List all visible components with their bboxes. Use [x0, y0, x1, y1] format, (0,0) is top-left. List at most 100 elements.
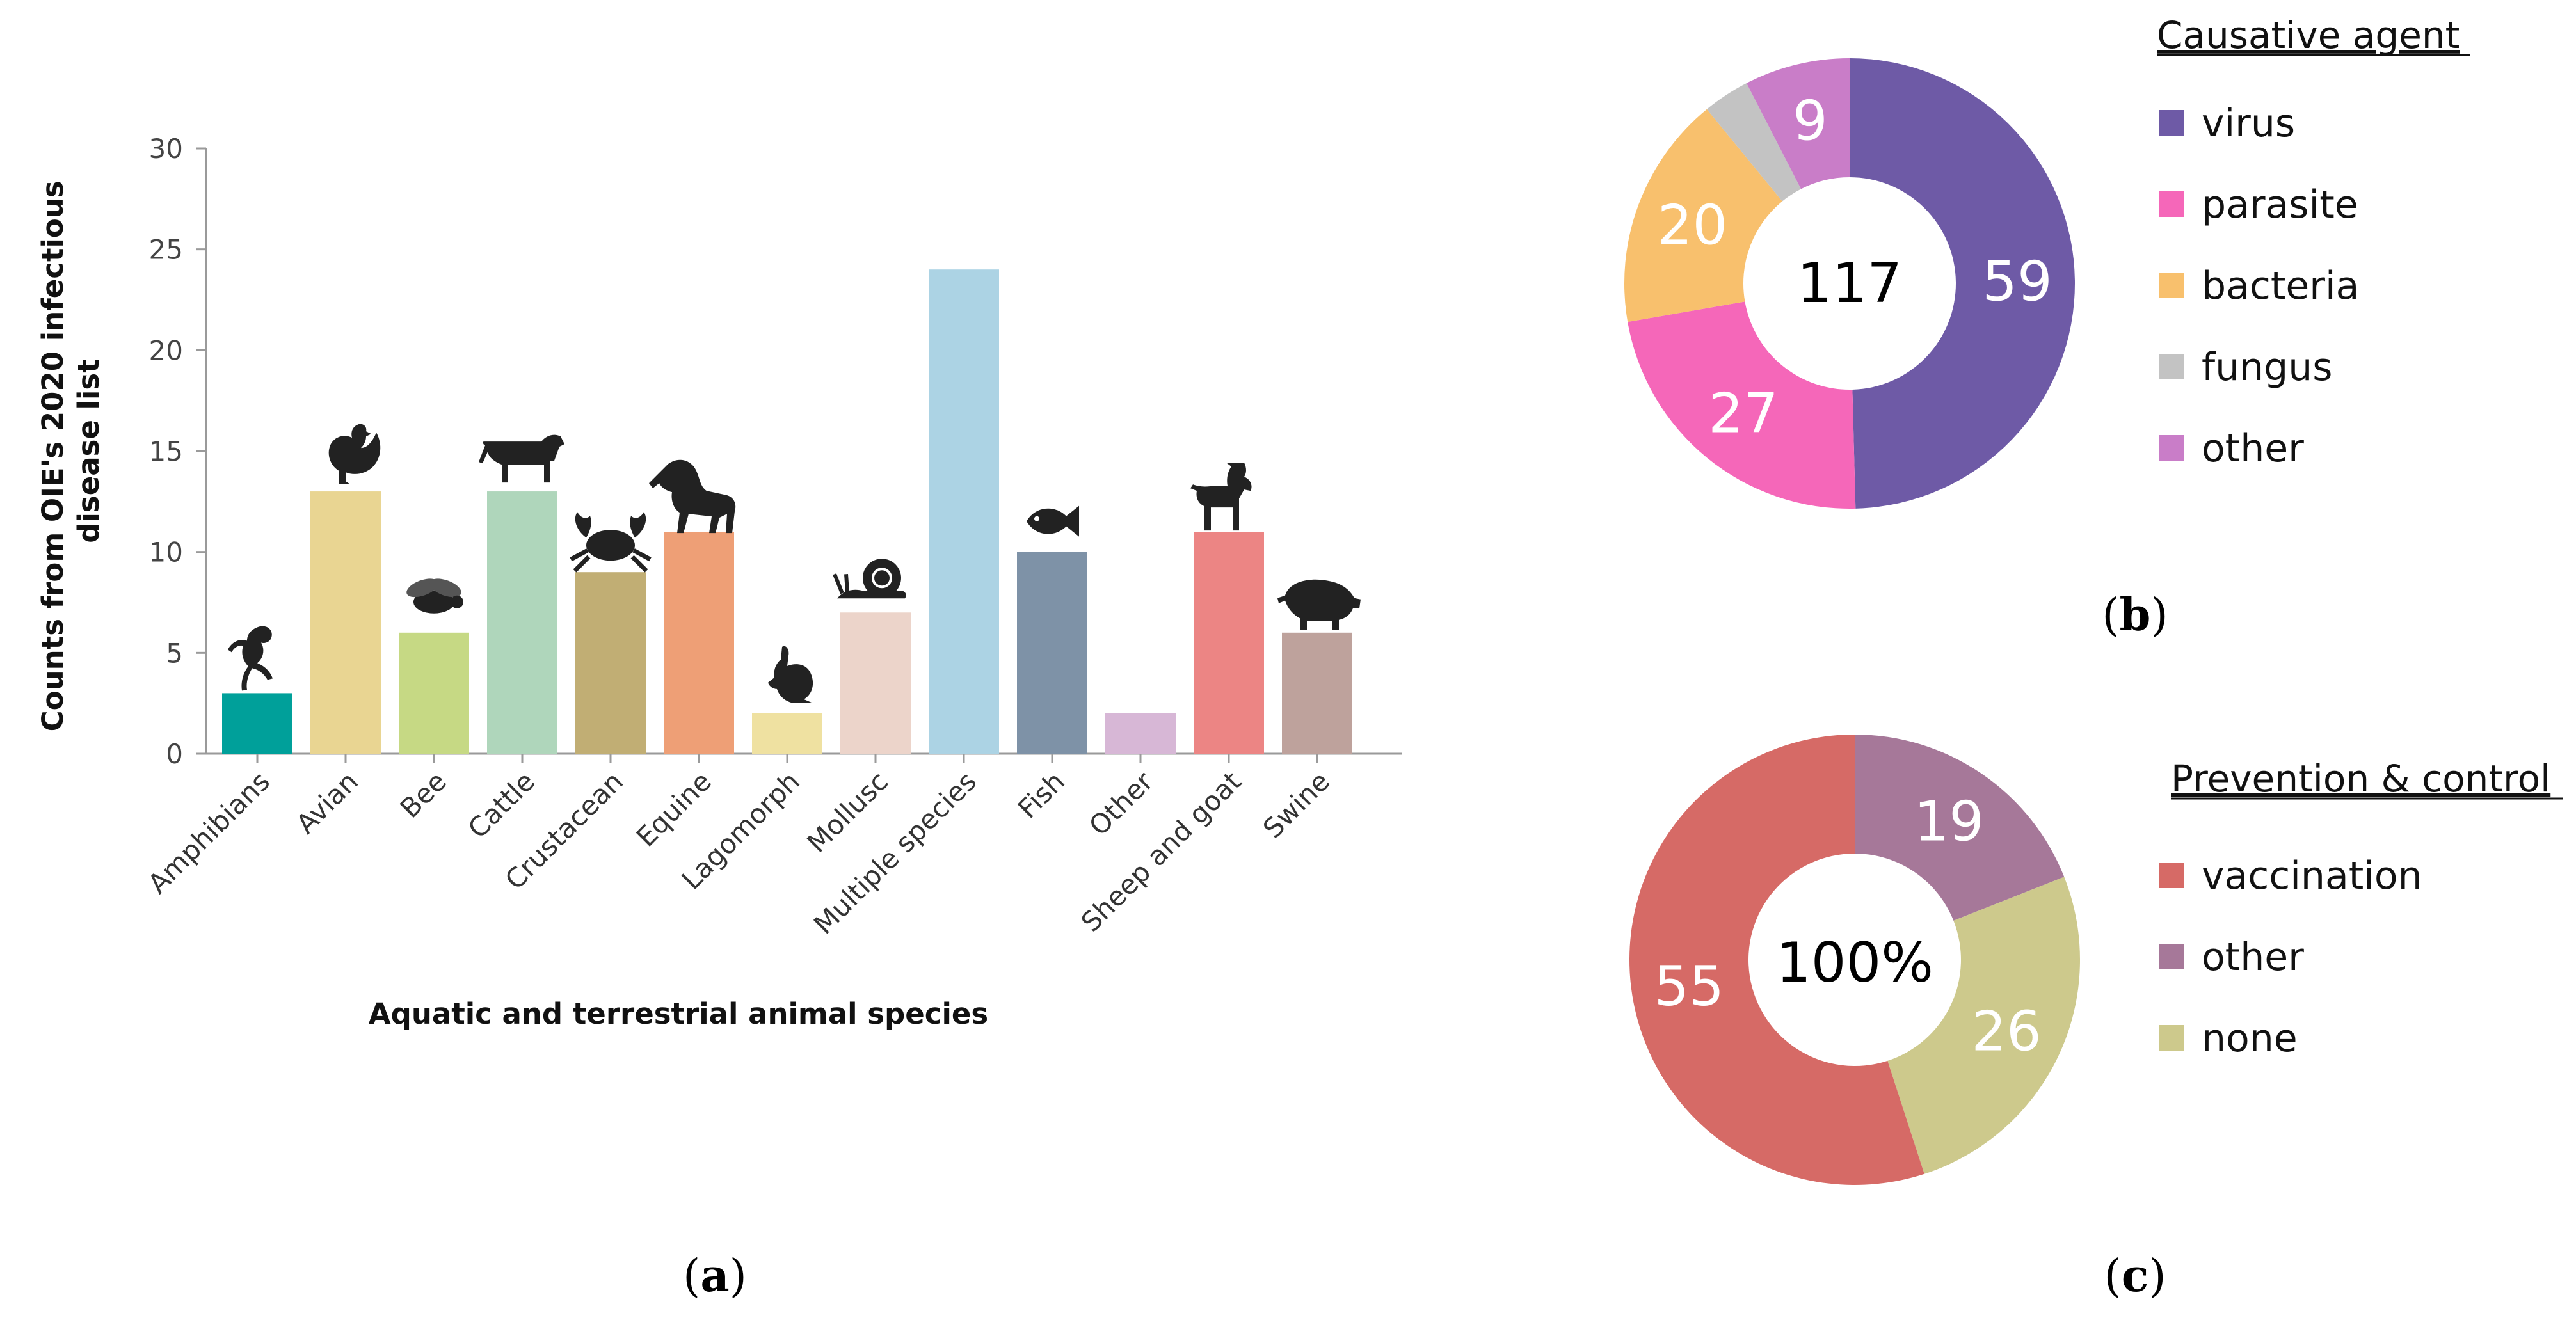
- x-tick-label-bee: Bee: [394, 765, 453, 824]
- y-axis-title-line-1: Counts from OIE's 2020 infectious: [36, 180, 70, 731]
- legend-b-swatch-parasite: [2159, 191, 2184, 217]
- legend-b-item-group: virus parasite bacteria fungus other: [2159, 101, 2359, 471]
- bar-crustacean: [575, 572, 646, 754]
- x-tick-label-other: Other: [1083, 765, 1159, 841]
- y-tick-label: 20: [149, 335, 183, 366]
- horse-icon: [649, 459, 736, 534]
- legend-c-label-none: none: [2202, 1016, 2298, 1061]
- bar-sheep-and-goat: [1194, 532, 1264, 754]
- legend-c-item-group: vaccination other none: [2159, 854, 2422, 1061]
- slice-value-virus: 59: [1982, 250, 2052, 314]
- slice-value-other: 9: [1793, 89, 1828, 153]
- prevention-control-legend: Prevention & control vaccination other non…: [2159, 757, 2563, 1061]
- bee-icon: [404, 575, 464, 614]
- animal-icon-group: [228, 424, 1361, 703]
- panel-label-a-close: ): [730, 1250, 747, 1302]
- x-tick-label-equine: Equine: [630, 765, 717, 852]
- slice-virus: [1850, 58, 2075, 509]
- y-tick-label: 10: [149, 537, 183, 568]
- legend-c-swatch-none: [2159, 1025, 2184, 1051]
- panel-label-b: (b): [2102, 588, 2168, 641]
- y-tick-group: 0 5 10 15 20 25 30: [149, 133, 206, 770]
- y-tick-label: 30: [149, 133, 183, 164]
- donut-c-slice-group: [1629, 735, 2080, 1185]
- legend-b-label-bacteria: bacteria: [2202, 264, 2359, 308]
- legend-b-swatch-other: [2159, 435, 2184, 461]
- y-axis-title-line-2: disease list: [72, 359, 106, 543]
- goat-icon: [1190, 463, 1252, 531]
- y-tick-label: 15: [149, 436, 183, 467]
- donut-b-label-group: 59 27 20 9: [1658, 89, 2052, 445]
- x-tick-label-cattle: Cattle: [462, 765, 541, 844]
- legend-c-label-other: other: [2202, 935, 2304, 980]
- cow-icon: [479, 434, 564, 483]
- slice-value-vaccination: 55: [1654, 955, 1724, 1019]
- chicken-icon: [328, 424, 381, 484]
- bar-multiple-species: [929, 269, 999, 754]
- rabbit-icon: [768, 646, 813, 703]
- slice-value-bacteria: 20: [1658, 194, 1727, 258]
- panel-label-c-close: ): [2148, 1250, 2166, 1302]
- donut-b-center-label: 117: [1797, 251, 1902, 315]
- panel-label-b-close: ): [2150, 589, 2168, 641]
- slice-other: [1746, 58, 1850, 189]
- causative-agent-legend: Causative agent virus parasite bacteria fun…: [2157, 13, 2470, 471]
- frog-icon: [228, 626, 273, 691]
- bar-other: [1105, 713, 1176, 754]
- panel-label-c-letter: c: [2122, 1249, 2149, 1302]
- snail-icon: [835, 559, 906, 598]
- legend-b-swatch-bacteria: [2159, 273, 2184, 298]
- slice-value-parasite: 27: [1708, 382, 1778, 446]
- bar-bee: [399, 632, 469, 754]
- bar-mollusc: [840, 612, 911, 754]
- bar-cattle: [487, 491, 557, 754]
- slice-value-other: 19: [1914, 790, 1984, 854]
- donut-c-center-label: 100%: [1776, 931, 1933, 995]
- y-tick-label: 0: [166, 738, 183, 770]
- legend-c-swatch-vaccination: [2159, 863, 2184, 888]
- donut-c-label-group: 19 26 55: [1654, 790, 2042, 1063]
- panel-label-c-open: (: [2104, 1250, 2121, 1302]
- legend-b-label-parasite: parasite: [2202, 182, 2358, 227]
- slice-fungus: [1706, 83, 1802, 202]
- slice-bacteria: [1624, 109, 1782, 322]
- x-tick-label-mollusc: Mollusc: [801, 765, 894, 859]
- legend-b-title: Causative agent: [2157, 13, 2460, 57]
- panel-label-b-letter: b: [2120, 588, 2151, 641]
- bar-swine: [1282, 632, 1352, 754]
- legend-c-swatch-other: [2159, 944, 2184, 969]
- panel-label-b-open: (: [2102, 589, 2119, 641]
- x-tick-label-sheep-and-goat: Sheep and goat: [1075, 765, 1247, 937]
- fish-icon: [1027, 505, 1079, 537]
- crab-icon: [571, 512, 650, 571]
- legend-b-swatch-virus: [2159, 110, 2184, 136]
- panel-label-a-letter: a: [700, 1249, 729, 1302]
- x-tick-label-fish: Fish: [1012, 765, 1071, 824]
- donut-b-slice-group: [1624, 58, 2075, 509]
- legend-c-label-vaccination: vaccination: [2202, 854, 2422, 898]
- x-tick-label-multiple-species: Multiple species: [808, 765, 982, 940]
- bar-group: [222, 269, 1352, 754]
- bar-lagomorph: [752, 713, 822, 754]
- legend-b-label-other: other: [2202, 426, 2304, 471]
- bar-amphibians: [222, 693, 292, 754]
- slice-none: [1887, 877, 2080, 1174]
- panel-label-a-open: (: [683, 1250, 700, 1302]
- y-axis-title: Counts from OIE's 2020 infectious diseas…: [36, 171, 106, 732]
- legend-b-label-virus: virus: [2202, 101, 2295, 146]
- x-axis-title: Aquatic and terrestrial animal species: [369, 997, 988, 1031]
- x-tick-label-avian: Avian: [290, 765, 364, 839]
- legend-b-label-fungus: fungus: [2202, 345, 2333, 390]
- x-tick-label-swine: Swine: [1257, 765, 1336, 844]
- panel-label-a: (a): [683, 1249, 747, 1302]
- legend-b-swatch-fungus: [2159, 354, 2184, 379]
- x-tick-label-amphibians: Amphibians: [142, 765, 276, 899]
- causative-agent-donut: 59 27 20 9 117: [1624, 58, 2075, 509]
- slice-value-none: 26: [1971, 1000, 2041, 1064]
- legend-c-title: Prevention & control: [2171, 757, 2550, 800]
- panel-label-c: (c): [2104, 1249, 2166, 1302]
- bar-avian: [310, 491, 381, 754]
